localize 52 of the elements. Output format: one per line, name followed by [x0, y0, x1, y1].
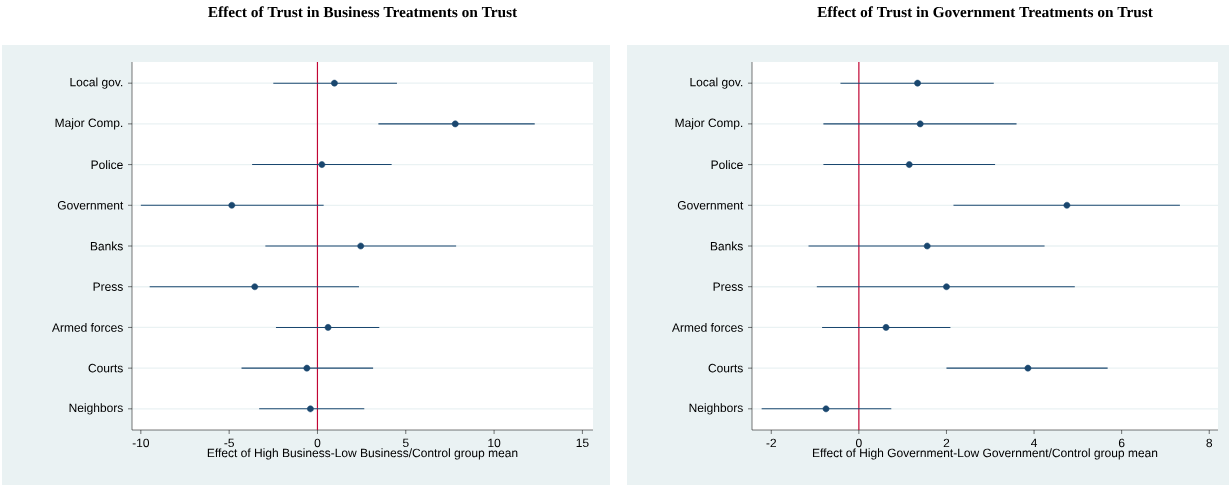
point: [1024, 364, 1032, 372]
x-axis-title: Effect of High Business-Low Business/Control group mean: [207, 448, 518, 460]
chart-title: Effect of Trust in Government Treatments on Trust: [817, 6, 1153, 18]
y-tick-label: Government: [57, 201, 124, 210]
y-tick-label: Courts: [708, 363, 743, 373]
y-tick-label: Police: [711, 160, 743, 169]
point: [331, 79, 338, 87]
point: [357, 242, 365, 250]
point: [923, 242, 931, 250]
y-tick-label: Government: [677, 201, 744, 210]
x-tick-label: 2: [943, 438, 950, 448]
y-tick-label: Courts: [88, 363, 123, 373]
point: [905, 161, 913, 168]
y-tick-label: Major Comp.: [675, 118, 743, 130]
point: [324, 324, 332, 331]
y-tick-label: Neighbors: [689, 403, 743, 415]
y-tick-label: Banks: [90, 241, 123, 251]
chart-title: Effect of Trust in Business Treatments on Trust: [208, 6, 518, 18]
point: [303, 364, 311, 372]
x-tick-label: 0: [856, 438, 862, 448]
y-tick-label: Major Comp.: [55, 118, 123, 130]
point: [1063, 201, 1071, 209]
point: [318, 161, 326, 168]
y-tick-label: Armed forces: [671, 323, 743, 332]
y-tick-label: Neighbors: [69, 403, 123, 415]
x-axis-title: Effect of High Government-Low Government/Control group mean: [813, 448, 1158, 460]
x-tick-label: -10: [132, 438, 150, 448]
y-tick-label: Banks: [710, 241, 743, 251]
x-tick-label: 4: [1031, 438, 1038, 447]
point: [228, 201, 236, 209]
x-tick-label: 8: [1206, 438, 1213, 448]
y-tick-label: Police: [91, 160, 123, 169]
y-tick-label: Local gov.: [70, 77, 123, 89]
y-tick-label: Local gov.: [690, 77, 743, 89]
x-tick-label: 10: [488, 438, 501, 448]
x-tick-label: -5: [224, 438, 234, 448]
point: [943, 283, 950, 291]
x-tick-label: -2: [766, 438, 776, 448]
point: [307, 405, 314, 413]
point: [451, 120, 459, 128]
y-tick-label: Press: [93, 282, 123, 291]
point: [251, 283, 259, 291]
x-tick-label: 0: [314, 438, 321, 448]
point: [882, 324, 890, 331]
y-tick-label: Press: [713, 282, 743, 291]
x-tick-label: 15: [576, 438, 589, 448]
point: [822, 405, 830, 413]
point: [914, 79, 921, 87]
point: [916, 120, 924, 128]
x-tick-label: 5: [402, 438, 409, 448]
y-tick-label: Armed forces: [51, 323, 123, 332]
x-tick-label: 6: [1118, 438, 1125, 448]
